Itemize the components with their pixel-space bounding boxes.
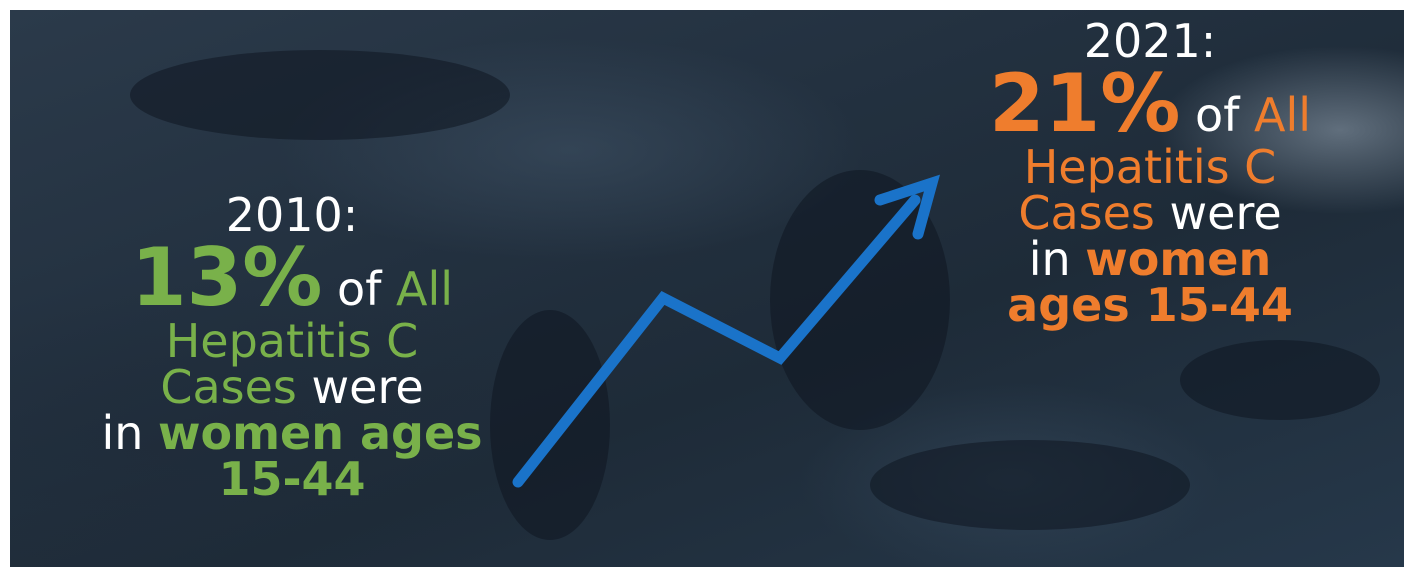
- stat-2010-year: 2010:: [225, 188, 359, 242]
- stat-2010-group: women ages: [158, 406, 483, 460]
- stat-2010-percent-line: 13% of All: [62, 238, 522, 318]
- stat-2010-in: in: [101, 406, 144, 460]
- stat-2021-all: All: [1254, 88, 1312, 142]
- stat-2021: 2021: 21% of All Hepatitis C Cases were …: [960, 18, 1340, 328]
- stat-2021-ages: ages 15-44: [1007, 278, 1293, 332]
- stat-2021-disease: Hepatitis C: [1023, 140, 1277, 194]
- stat-2010-disease: Hepatitis C: [165, 314, 419, 368]
- stat-2010-group-line: in women ages: [62, 410, 522, 456]
- stat-2010-were: were: [311, 360, 424, 414]
- stat-2021-of: of: [1195, 88, 1240, 142]
- background-lake-michigan: [490, 310, 610, 540]
- stat-2010-cases: Cases: [160, 360, 297, 414]
- stat-2021-cases: Cases: [1018, 186, 1155, 240]
- background-lake-ontario: [1180, 340, 1380, 420]
- trend-arrow-head: [874, 174, 941, 240]
- stat-2010: 2010: 13% of All Hepatitis C Cases were …: [62, 192, 522, 502]
- stat-2010-percent: 13%: [130, 231, 323, 324]
- stat-2010-ages: 15-44: [218, 452, 366, 506]
- stat-2010-of: of: [337, 262, 382, 316]
- background-lake-superior: [130, 50, 510, 140]
- stat-2021-group: women: [1085, 232, 1272, 286]
- stat-2021-in: in: [1028, 232, 1071, 286]
- stat-2010-cases-line: Cases were: [62, 364, 522, 410]
- trend-arrow-line: [512, 194, 921, 488]
- stat-2021-percent: 21%: [988, 57, 1181, 150]
- stat-2021-year: 2021:: [1083, 14, 1217, 68]
- stat-2021-percent-line: 21% of All: [960, 64, 1340, 144]
- stat-2021-were: were: [1169, 186, 1282, 240]
- stat-2021-group-line: in women: [960, 236, 1340, 282]
- stat-2010-all: All: [396, 262, 454, 316]
- stat-2021-cases-line: Cases were: [960, 190, 1340, 236]
- background-lake-erie: [870, 440, 1190, 530]
